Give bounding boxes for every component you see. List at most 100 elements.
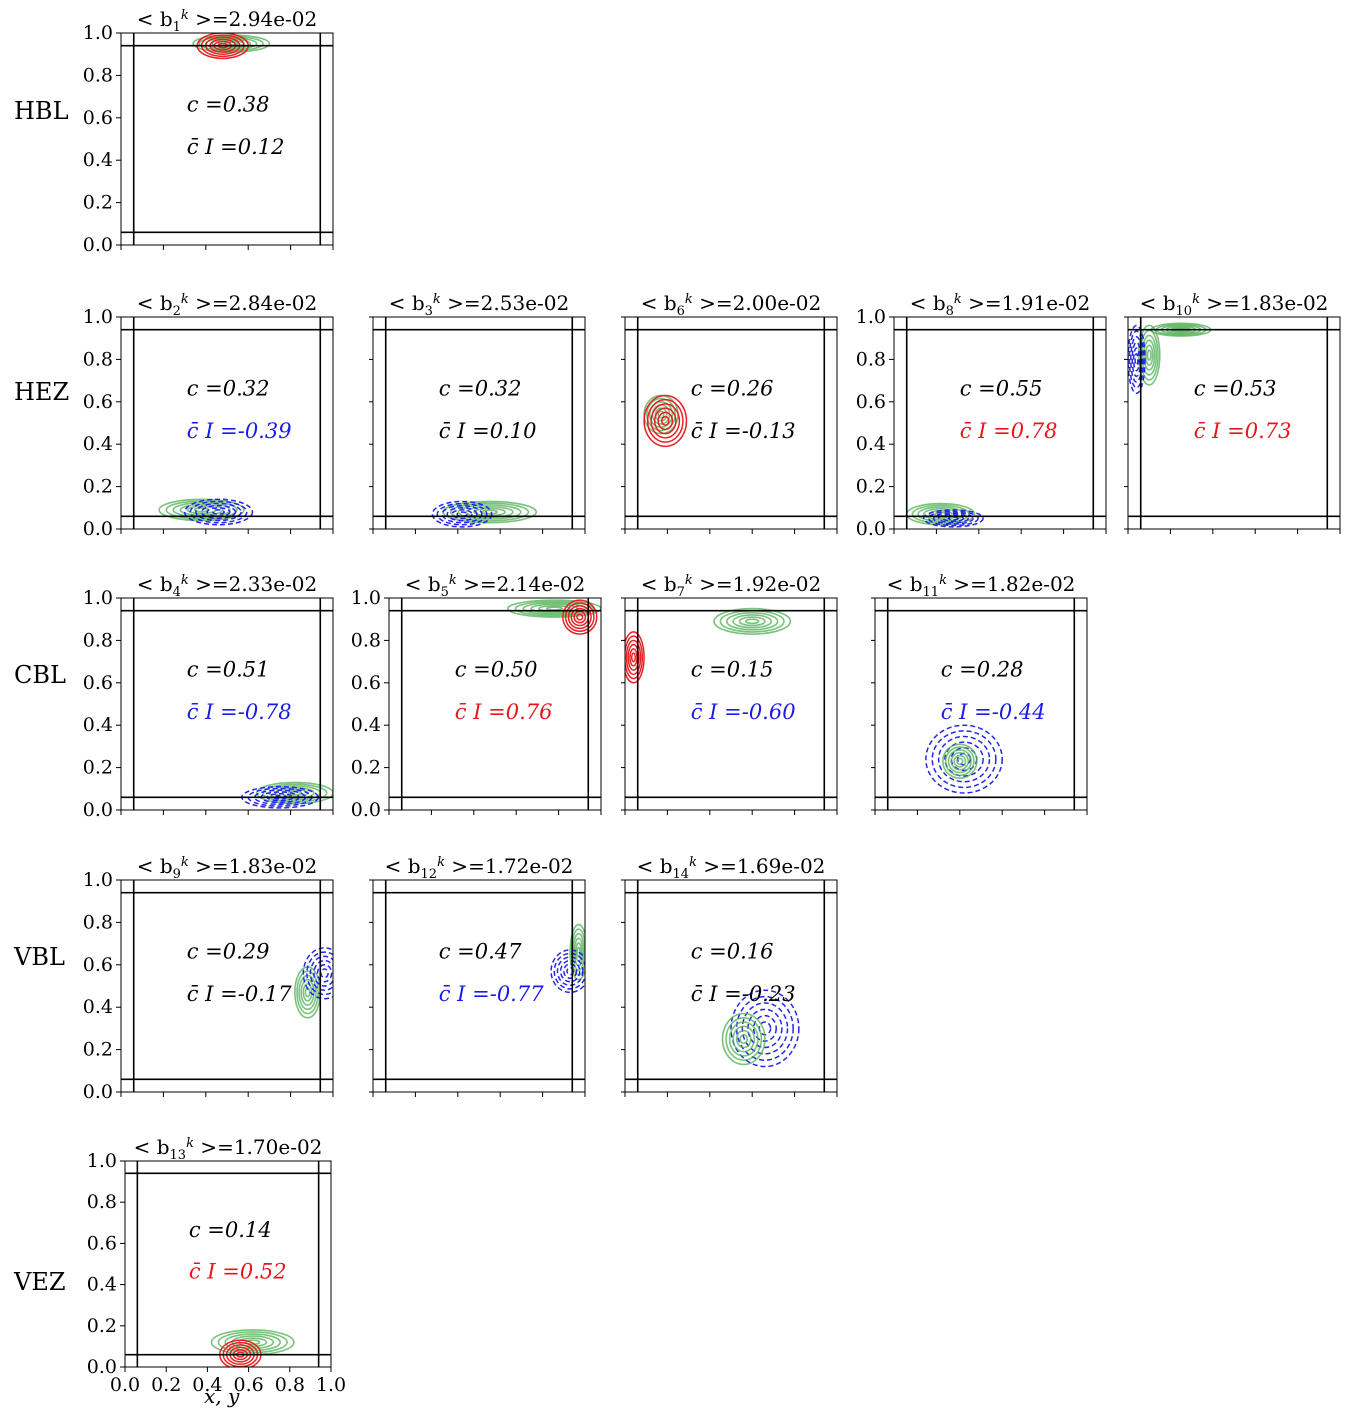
contour-blue-1-1 <box>212 509 225 515</box>
contour-green-1-6 <box>942 743 978 779</box>
contour-blue-1-6 <box>922 509 984 528</box>
contour-blue-1-1 <box>320 968 329 979</box>
contour-green-1-6 <box>721 1012 766 1066</box>
contour-group <box>721 989 800 1068</box>
contour-green-0-5 <box>719 609 785 633</box>
contour-green-0-1 <box>745 618 760 625</box>
contour-blue-1-3 <box>446 507 478 522</box>
subplot-7: 0.0 0.2 0.4 0.6 0.8 1.0 < b4k >=2.33e-02 c =0.5… <box>83 572 334 821</box>
contour-red-1-4 <box>650 403 681 439</box>
contour-red-1-6 <box>562 599 598 635</box>
contour-blue-1-2 <box>563 963 578 979</box>
contour-green-0-2 <box>738 616 766 627</box>
annotation-cI: c̄ I =0.73 <box>1194 419 1292 443</box>
contour-blue-1-2 <box>451 509 473 520</box>
contour-green-0-6 <box>192 34 271 53</box>
axes-frame <box>624 597 838 811</box>
contour-green-1-4 <box>947 749 972 774</box>
subplot-9: < b7k >=1.92e-02 c =0.15 c̄ I =-0.60 <box>621 572 838 815</box>
contour-blue-1-1 <box>947 516 960 521</box>
subplot-title: < b9k >=1.83e-02 <box>137 854 318 882</box>
ytick-label: 0.0 <box>83 1081 113 1103</box>
contour-green-1-4 <box>728 1021 759 1057</box>
subplot-title: < b10k >=1.83e-02 <box>1140 291 1329 319</box>
contour-green-0-4 <box>725 612 779 631</box>
contour-green-0-3 <box>732 614 773 629</box>
axes-frame <box>874 597 1088 811</box>
axes-frame <box>1127 316 1341 530</box>
contour-green-0-5 <box>262 783 328 803</box>
ytick-label: 0.6 <box>87 1232 117 1254</box>
row-label-hez: HEZ <box>14 378 70 406</box>
contour-group <box>550 923 585 994</box>
contour-green-0-3 <box>231 1335 275 1350</box>
row-label-hbl: HBL <box>14 97 69 125</box>
ytick-label: 0.6 <box>856 391 886 413</box>
contour-green-0-4 <box>457 504 522 520</box>
xtick-label: 0.0 <box>110 1374 140 1396</box>
axes-frame <box>388 597 602 811</box>
xtick-label: 0.6 <box>233 1374 263 1396</box>
axes-frame <box>124 1160 332 1368</box>
ytick-label: 0.6 <box>351 672 381 694</box>
contour-group <box>925 724 1003 794</box>
contour-group <box>431 500 538 528</box>
contour-green-1-2 <box>735 1029 752 1049</box>
contour-blue-2-1 <box>1134 352 1139 366</box>
contour-red-1-4 <box>567 605 592 630</box>
contour-blue-1-5 <box>927 510 979 527</box>
contour-red-1-1 <box>660 415 670 426</box>
annotation-c: c =0.14 <box>189 1218 272 1242</box>
ytick-label: 0.6 <box>83 954 113 976</box>
contour-red-1-5 <box>564 602 595 632</box>
ytick-label: 0.4 <box>83 149 113 171</box>
contour-blue-1-5 <box>553 952 585 990</box>
ytick-label: 0.4 <box>856 433 886 455</box>
contour-green-1-5 <box>725 1016 763 1061</box>
contour-green-0-1 <box>545 606 563 611</box>
contour-green-0-6 <box>713 607 792 635</box>
contour-blue-2-2 <box>1132 347 1141 372</box>
subplot-11: 0.0 0.2 0.4 0.6 0.8 1.0 < b9k >=1.83e-02 c =0.2… <box>83 854 334 1103</box>
contour-red-1-1 <box>630 652 636 663</box>
ytick-label: 1.0 <box>83 869 113 891</box>
contour-red-1-6 <box>625 631 645 684</box>
subplot-title: < b5k >=2.14e-02 <box>405 572 586 600</box>
annotation-cI: c̄ I =0.52 <box>189 1259 287 1283</box>
axes-frame <box>120 879 334 1093</box>
contour-green-0-3 <box>179 503 224 517</box>
x-axis-label: x, y <box>204 1384 240 1408</box>
contour-blue-1-3 <box>937 513 969 524</box>
contour-red-1-4 <box>625 639 642 676</box>
subplot-title: < b1k >=2.94e-02 <box>137 7 318 35</box>
contour-blue-2-5 <box>1128 330 1145 389</box>
contour-green-0-1 <box>245 1339 261 1346</box>
contour-group <box>241 781 333 809</box>
contour-red-1-5 <box>625 635 644 680</box>
contour-blue-0-6 <box>925 724 1003 794</box>
subplot-12: < b12k >=1.72e-02 c =0.47 c̄ I =-0.77 <box>369 854 586 1097</box>
subplot-title: < b14k >=1.69e-02 <box>637 854 826 882</box>
ytick-label: 0.8 <box>83 911 113 933</box>
ytick-label: 0.8 <box>351 629 381 651</box>
annotation-cI: c̄ I =0.10 <box>439 419 537 443</box>
annotation-cI: c̄ I =-0.39 <box>187 419 292 443</box>
contour-blue-0-5 <box>735 995 794 1061</box>
contour-blue-0-4 <box>741 1002 789 1055</box>
annotation-c: c =0.50 <box>455 657 538 681</box>
contour-blue-1-1 <box>456 511 468 518</box>
axes-frame <box>893 316 1107 530</box>
ytick-label: 0.0 <box>83 799 113 821</box>
contour-green-1-3 <box>950 751 970 771</box>
contour-green-0-6 <box>569 923 585 981</box>
ytick-label: 0.8 <box>87 1191 117 1213</box>
axes-frame <box>372 316 586 530</box>
annotation-c: c =0.32 <box>439 376 522 400</box>
contour-blue-1-6 <box>302 947 333 1000</box>
ytick-label: 1.0 <box>87 1150 117 1172</box>
contour-green-0-5 <box>514 600 595 617</box>
ytick-label: 0.0 <box>351 799 381 821</box>
subplot-5: 0.0 0.2 0.4 0.6 0.8 1.0 < b8k >=1.91e-02 c =0.5… <box>856 291 1107 540</box>
